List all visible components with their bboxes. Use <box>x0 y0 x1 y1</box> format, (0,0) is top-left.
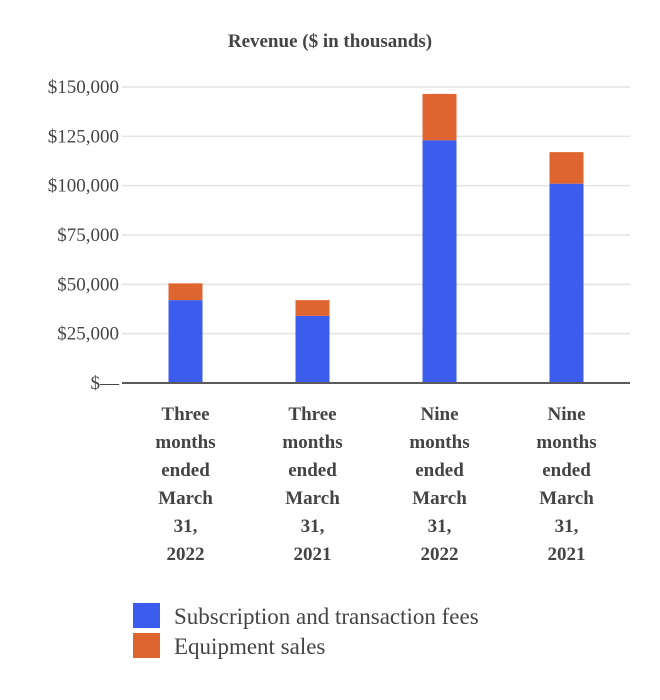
x-tick-label-line: 31, <box>301 516 325 537</box>
x-tick-label-line: Nine <box>548 404 586 425</box>
x-tick-label: Nine months ended March 31, 2022 <box>409 404 469 565</box>
y-tick-label: $25,000 <box>57 324 119 345</box>
y-axis-ticks: $— $25,000 $50,000 $75,000 $100,000 $125,000 $… <box>48 77 120 394</box>
x-tick-label-line: March <box>285 488 340 509</box>
x-tick-label-line: months <box>155 432 215 453</box>
x-tick-label-line: Nine <box>421 404 459 425</box>
bars <box>168 93 584 383</box>
x-tick-label-line: 31, <box>555 516 579 537</box>
x-axis-ticks: Three months ended March 31, 2022 Three months e… <box>155 404 596 565</box>
x-tick-label: Three months ended March 31, 2021 <box>282 404 342 565</box>
x-tick-label-line: Three <box>288 404 336 425</box>
x-tick-label: Three months ended March 31, 2022 <box>155 404 215 565</box>
x-tick-label-line: 2021 <box>548 544 586 565</box>
x-tick-label-line: March <box>412 488 467 509</box>
legend-label: Equipment sales <box>174 634 325 659</box>
x-tick-label-line: ended <box>542 460 591 481</box>
x-tick-label-line: ended <box>415 460 464 481</box>
x-tick-label-line: 31, <box>174 516 198 537</box>
x-tick-label-line: 2021 <box>294 544 332 565</box>
legend: Subscription and transaction fees Equipme… <box>133 603 479 659</box>
y-tick-label: $150,000 <box>48 77 119 98</box>
y-tick-label: $50,000 <box>57 274 119 295</box>
y-tick-label: $75,000 <box>57 225 119 246</box>
grid-lines <box>122 86 630 335</box>
legend-swatch-equipment <box>133 633 160 658</box>
x-tick-label-line: 2022 <box>167 544 205 565</box>
x-tick-label-line: months <box>409 432 469 453</box>
y-tick-label: $125,000 <box>48 126 119 147</box>
x-tick-label-line: Three <box>161 404 209 425</box>
x-tick-label: Nine months ended March 31, 2021 <box>536 404 596 565</box>
y-tick-label: $100,000 <box>48 176 119 197</box>
y-tick-label: $— <box>91 373 121 394</box>
legend-label: Subscription and transaction fees <box>174 604 479 629</box>
bar-subscription-1 <box>295 315 330 383</box>
bar-equipment-2 <box>422 93 457 141</box>
bar-subscription-2 <box>422 140 457 383</box>
x-tick-label-line: ended <box>161 460 210 481</box>
x-tick-label-line: March <box>158 488 213 509</box>
legend-swatch-subscription <box>133 603 160 628</box>
x-tick-label-line: March <box>539 488 594 509</box>
x-tick-label-line: 31, <box>428 516 452 537</box>
x-tick-label-line: ended <box>288 460 337 481</box>
x-tick-label-line: months <box>536 432 596 453</box>
x-tick-label-line: months <box>282 432 342 453</box>
chart-title: Revenue ($ in thousands) <box>228 31 432 52</box>
bar-equipment-3 <box>549 152 584 184</box>
bar-subscription-0 <box>168 300 203 383</box>
bar-equipment-1 <box>295 300 330 316</box>
x-tick-label-line: 2022 <box>421 544 459 565</box>
bar-equipment-0 <box>168 283 203 301</box>
bar-subscription-3 <box>549 183 584 383</box>
